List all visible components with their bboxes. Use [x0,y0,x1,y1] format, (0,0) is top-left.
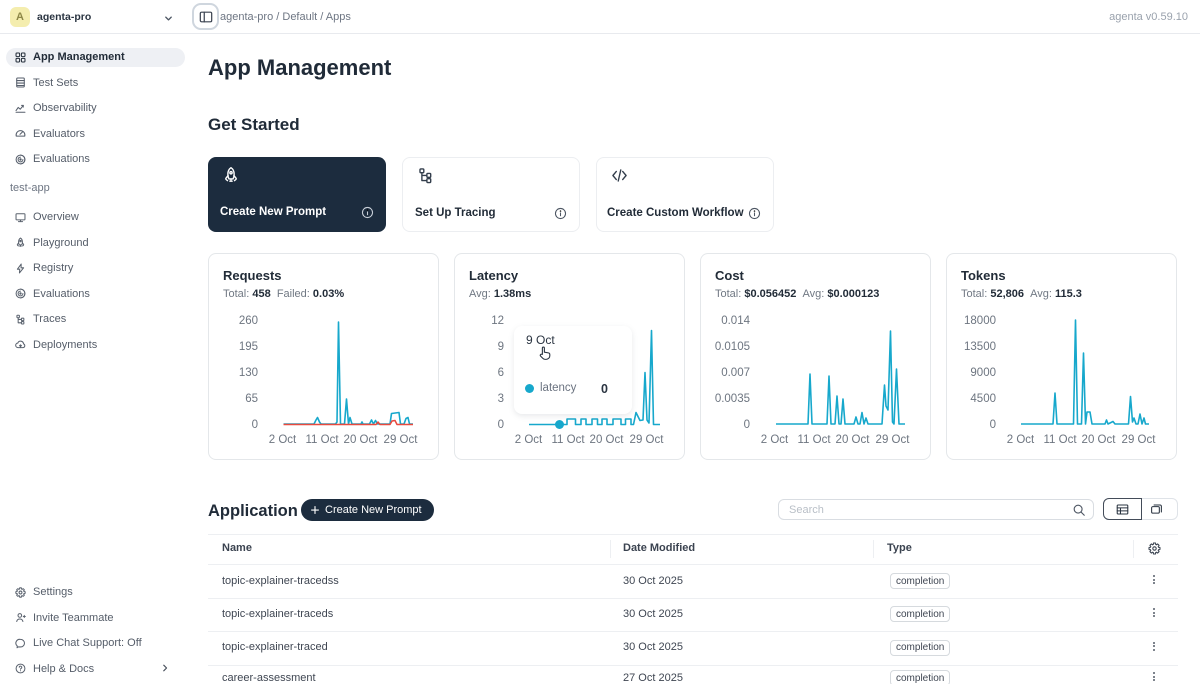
svg-text:6: 6 [498,367,504,379]
svg-text:11 Oct: 11 Oct [305,434,339,446]
svg-text:0: 0 [252,419,258,431]
svg-text:65: 65 [245,393,258,405]
svg-text:0.014: 0.014 [721,315,750,327]
svg-text:2 Oct: 2 Oct [1007,434,1035,446]
svg-text:2 Oct: 2 Oct [761,434,789,446]
svg-text:29 Oct: 29 Oct [384,434,419,446]
svg-text:29 Oct: 29 Oct [876,434,911,446]
svg-text:9: 9 [498,341,504,353]
svg-text:195: 195 [239,341,258,353]
svg-text:29 Oct: 29 Oct [630,434,665,446]
svg-text:3: 3 [498,393,504,405]
svg-text:0.0105: 0.0105 [715,341,750,353]
svg-text:0: 0 [498,419,504,431]
svg-text:0: 0 [990,419,996,431]
svg-text:11 Oct: 11 Oct [551,434,585,446]
svg-text:29 Oct: 29 Oct [1122,434,1157,446]
svg-text:12: 12 [491,315,504,327]
svg-text:20 Oct: 20 Oct [344,434,379,446]
svg-text:20 Oct: 20 Oct [836,434,871,446]
svg-text:2 Oct: 2 Oct [269,434,297,446]
svg-text:4500: 4500 [970,393,996,405]
svg-text:2 Oct: 2 Oct [515,434,543,446]
svg-text:130: 130 [239,367,258,379]
svg-text:20 Oct: 20 Oct [590,434,625,446]
svg-text:13500: 13500 [964,341,996,353]
svg-text:0.0035: 0.0035 [715,393,750,405]
svg-text:18000: 18000 [964,315,996,327]
svg-text:11 Oct: 11 Oct [1043,434,1077,446]
svg-text:9000: 9000 [970,367,996,379]
svg-text:260: 260 [239,315,258,327]
svg-text:11 Oct: 11 Oct [797,434,831,446]
svg-text:0.007: 0.007 [721,367,750,379]
svg-text:0: 0 [744,419,750,431]
svg-text:20 Oct: 20 Oct [1082,434,1117,446]
